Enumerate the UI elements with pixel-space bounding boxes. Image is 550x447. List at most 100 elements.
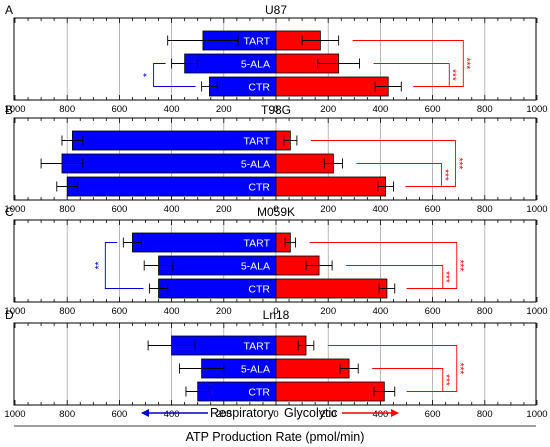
sig-label-glycolytic: *** — [454, 363, 465, 375]
plot-frame — [13, 117, 537, 201]
sig-label-respiratory: ** — [94, 262, 105, 270]
x-tick-label: 600 — [425, 104, 441, 115]
x-tick-label: 0 — [273, 306, 278, 317]
x-tick-label: 600 — [111, 306, 127, 317]
x-axis-title: ATP Production Rate (pmol/min) — [186, 430, 365, 444]
x-tick-label: 800 — [59, 104, 75, 115]
x-tick-label: 200 — [216, 409, 232, 420]
x-tick-label: 1000 — [4, 204, 25, 215]
panel-t98g: B T98G 1000 800 600 400 200 0 200 400 600 800 1000 TA… — [4, 103, 547, 215]
sig-label-glycolytic: *** — [440, 374, 451, 386]
category-label: 5-ALA — [241, 159, 270, 171]
bar-glycolytic-ctr — [275, 278, 388, 299]
panel-ln18: D Ln18 1000 800 600 400 200 0 200 400 600 800 1000 TA… — [4, 308, 547, 420]
x-tick-label: 0 — [273, 104, 278, 115]
glycolytic-label: Glycolytic — [284, 406, 337, 420]
bar-glycolytic-ctr — [275, 76, 389, 97]
x-tick-label: 200 — [320, 409, 336, 420]
x-tick-label: 600 — [425, 409, 441, 420]
bar-glycolytic-5-ala — [275, 358, 350, 379]
x-tick-label: 800 — [477, 306, 493, 317]
panel-letter: B — [5, 103, 13, 117]
x-tick-label: 600 — [111, 104, 127, 115]
category-label: TART — [244, 36, 271, 48]
category-label: CTR — [248, 182, 270, 194]
x-tick-label: 400 — [372, 306, 388, 317]
x-tick-label: 400 — [372, 409, 388, 420]
panel-letter: D — [5, 308, 14, 322]
panel-title: T98G — [261, 103, 291, 117]
x-tick-label: 1000 — [526, 409, 547, 420]
sig-label-glycolytic: *** — [440, 271, 451, 283]
sig-bracket-respiratory — [153, 63, 196, 87]
sig-label-glycolytic: *** — [454, 260, 465, 272]
category-label: 5-ALA — [241, 364, 270, 376]
panels-group: A U87 1000 800 600 400 200 0 200 400 600 800 1000 TAR… — [4, 3, 547, 420]
bar-glycolytic-ctr — [275, 176, 387, 197]
x-tick-label: 200 — [216, 306, 232, 317]
x-tick-label: 0 — [273, 204, 278, 215]
x-tick-label: 600 — [425, 306, 441, 317]
category-label: CTR — [248, 387, 270, 399]
panel-title: Ln18 — [263, 308, 290, 322]
sig-label-glycolytic: *** — [439, 169, 450, 181]
x-tick-label: 200 — [320, 104, 336, 115]
x-tick-label: 600 — [425, 204, 441, 215]
x-tick-label: 1000 — [4, 409, 25, 420]
sig-label-glycolytic: *** — [447, 69, 458, 81]
sig-bracket-glycolytic — [346, 265, 444, 289]
bar-respiratory-ctr — [66, 176, 277, 197]
x-tick-label: 800 — [477, 104, 493, 115]
sig-bracket-glycolytic — [373, 63, 450, 87]
category-label: TART — [244, 341, 271, 353]
x-tick-label: 200 — [216, 204, 232, 215]
panel-m059k: C M059K 1000 800 600 400 200 0 200 400 600 800 1000 T… — [4, 205, 547, 317]
panel-title: U87 — [265, 3, 287, 17]
plot-frame — [13, 322, 537, 406]
x-tick-label: 400 — [372, 104, 388, 115]
x-tick-label: 800 — [477, 409, 493, 420]
x-tick-label: 400 — [164, 409, 180, 420]
x-tick-label: 1000 — [4, 104, 25, 115]
category-label: 5-ALA — [241, 59, 270, 71]
panel-letter: C — [5, 205, 14, 219]
category-label: CTR — [248, 82, 270, 94]
panel-letter: A — [5, 3, 13, 17]
sig-bracket-respiratory — [104, 242, 144, 289]
category-label: 5-ALA — [241, 261, 270, 273]
x-tick-label: 600 — [111, 409, 127, 420]
panel-u87: A U87 1000 800 600 400 200 0 200 400 600 800 1000 TAR… — [4, 3, 547, 115]
x-tick-label: 400 — [164, 204, 180, 215]
sig-label-respiratory: * — [142, 73, 153, 77]
x-tick-label: 400 — [164, 104, 180, 115]
sig-bracket-glycolytic — [372, 368, 444, 392]
x-tick-label: 1000 — [4, 306, 25, 317]
sig-bracket-glycolytic — [356, 163, 442, 187]
direction-legend: Respiratory Glycolytic — [141, 406, 399, 420]
x-tick-label: 1000 — [526, 306, 547, 317]
x-tick-label: 800 — [477, 204, 493, 215]
sig-label-glycolytic: *** — [461, 58, 472, 70]
plot-frame — [13, 219, 537, 303]
x-tick-label: 200 — [320, 306, 336, 317]
x-tick-label: 400 — [164, 306, 180, 317]
x-tick-label: 400 — [372, 204, 388, 215]
x-tick-label: 1000 — [526, 104, 547, 115]
category-label: CTR — [248, 284, 270, 296]
panel-title: M059K — [257, 205, 295, 219]
x-tick-label: 1000 — [526, 204, 547, 215]
plot-frame — [13, 17, 537, 101]
category-label: TART — [244, 136, 271, 148]
category-label: TART — [244, 238, 271, 250]
x-tick-label: 200 — [320, 204, 336, 215]
x-tick-label: 600 — [111, 204, 127, 215]
x-tick-label: 800 — [59, 409, 75, 420]
respiratory-label: Respiratory — [210, 406, 275, 420]
x-tick-label: 0 — [273, 409, 278, 420]
sig-label-glycolytic: *** — [453, 158, 464, 170]
bar-glycolytic-ctr — [275, 381, 385, 402]
x-tick-label: 800 — [59, 204, 75, 215]
x-tick-label: 800 — [59, 306, 75, 317]
x-tick-label: 200 — [216, 104, 232, 115]
